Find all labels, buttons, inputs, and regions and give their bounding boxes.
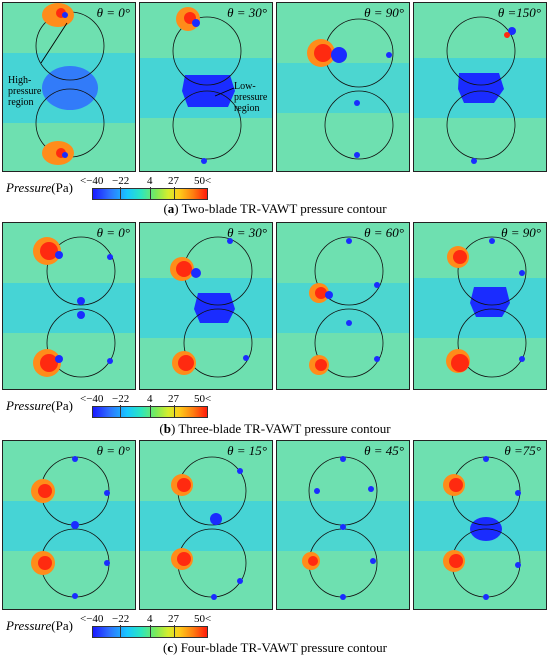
legend-tick-1: −22 (112, 613, 130, 625)
legend-title: Pressure(Pa) (6, 398, 73, 413)
angle-label: θ = 45° (364, 443, 404, 458)
legend-title: Pressure(Pa) (6, 180, 73, 195)
row-b: θ = 0° θ = 30° (0, 222, 550, 440)
legend-high: 50< (194, 175, 212, 187)
legend-tick-3: 27 (168, 175, 179, 187)
contour-panel-c2: θ = 15° (139, 440, 273, 610)
legend-high: 50< (194, 393, 212, 405)
contour-plot (3, 3, 135, 171)
contour-plot (414, 3, 546, 171)
colorbar-tick (120, 405, 121, 417)
legend-tick-3: 27 (168, 393, 179, 405)
angle-label: θ = 0° (96, 225, 130, 240)
legend-low: <−40 (80, 175, 104, 187)
contour-plot (140, 223, 272, 389)
legend-tick-1: −22 (112, 393, 130, 405)
contour-plot (140, 441, 272, 609)
legend-tick-2: 4 (147, 393, 153, 405)
colorbar-tick (150, 405, 151, 417)
angle-label: θ = 90° (364, 5, 404, 20)
legend-c: Pressure(Pa) <−40 −22 4 27 50< (0, 613, 550, 638)
angle-label: θ = 15° (227, 443, 267, 458)
contour-panel-b1: θ = 0° (2, 222, 136, 390)
legend-tick-2: 4 (147, 613, 153, 625)
legend-tick-1: −22 (112, 175, 130, 187)
contour-plot (414, 223, 546, 389)
caption-b: (b) Three-blade TR-VAWT pressure contour (159, 421, 391, 436)
angle-label: θ =150° (497, 5, 541, 20)
angle-label: θ = 90° (501, 225, 541, 240)
colorbar-tick (150, 187, 151, 199)
contour-panel-c1: θ = 0° (2, 440, 136, 610)
contour-panel-b2: θ = 30° (139, 222, 273, 390)
contour-panel-a3: θ = 90° (276, 2, 410, 172)
legend-high: 50< (194, 613, 212, 625)
angle-label: θ = 0° (96, 443, 130, 458)
legend-low: <−40 (80, 613, 104, 625)
contour-plot (3, 223, 135, 389)
low-pressure-annotation: Low- pressure region (234, 81, 268, 114)
row-c: θ = 0° θ = 15° (0, 440, 550, 660)
contour-panel-b4: θ = 90° (413, 222, 547, 390)
contour-plot (277, 441, 409, 609)
contour-panel-a2: θ = 30° Low- pressure region (139, 2, 273, 172)
caption-c: (c) Four-blade TR-VAWT pressure contour (162, 640, 388, 655)
legend-b: Pressure(Pa) <−40 −22 4 27 50< (0, 393, 550, 418)
angle-label: θ = 0° (96, 5, 130, 20)
angle-label: θ = 30° (227, 5, 267, 20)
contour-panel-a1: θ = 0° High- pressure region (2, 2, 136, 172)
colorbar-tick (174, 187, 175, 199)
contour-plot (140, 3, 272, 171)
legend-title: Pressure(Pa) (6, 618, 73, 633)
legend-tick-2: 4 (147, 175, 153, 187)
angle-label: θ = 60° (364, 225, 404, 240)
colorbar-tick (174, 405, 175, 417)
contour-plot (277, 3, 409, 171)
contour-plot (277, 223, 409, 389)
high-pressure-annotation: High- pressure region (8, 75, 42, 108)
contour-panel-b3: θ = 60° (276, 222, 410, 390)
colorbar-tick (174, 625, 175, 637)
contour-panel-c3: θ = 45° (276, 440, 410, 610)
angle-label: θ = 30° (227, 225, 267, 240)
legend-tick-3: 27 (168, 613, 179, 625)
contour-plot (3, 441, 135, 609)
row-a: θ = 0° High- pressure region θ = 30° Low… (0, 0, 550, 220)
legend-a: Pressure(Pa) <−40 −22 4 27 50< (0, 175, 550, 200)
colorbar-tick (120, 625, 121, 637)
colorbar-tick (150, 625, 151, 637)
contour-panel-a4: θ =150° (413, 2, 547, 172)
colorbar-tick (120, 187, 121, 199)
legend-low: <−40 (80, 393, 104, 405)
caption-a: (a) Two-blade TR-VAWT pressure contour (163, 201, 387, 216)
contour-plot (414, 441, 546, 609)
angle-label: θ =75° (504, 443, 541, 458)
contour-panel-c4: θ =75° (413, 440, 547, 610)
